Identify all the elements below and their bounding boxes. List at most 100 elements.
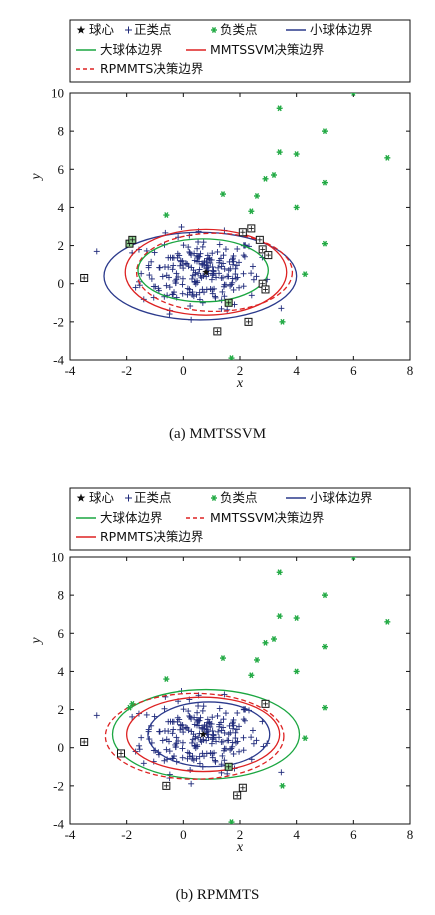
- positive-point: [221, 729, 228, 736]
- positive-point: [178, 223, 185, 230]
- positive-point: [172, 277, 179, 284]
- positive-point: [225, 731, 232, 738]
- positive-point: [253, 737, 260, 744]
- positive-point: [166, 311, 173, 318]
- positive-point: [225, 267, 232, 274]
- positive-point: [253, 273, 260, 280]
- negative-point: [279, 782, 286, 789]
- positive-point: [227, 746, 234, 753]
- positive-point: [179, 745, 186, 752]
- positive-point: [179, 722, 186, 729]
- positive-point: [193, 291, 200, 298]
- positive-point: [215, 728, 222, 735]
- positive-point: [187, 303, 194, 310]
- negative-point: [322, 128, 328, 135]
- positive-point: [208, 276, 215, 283]
- positive-point: [227, 265, 234, 272]
- positive-point: [240, 252, 247, 259]
- positive-point: [129, 713, 136, 720]
- x-axis-label: x: [236, 376, 244, 391]
- positive-point: [220, 283, 227, 290]
- y-tick-label: 8: [58, 588, 65, 603]
- positive-point: [192, 745, 199, 752]
- x-tick-label: 2: [237, 363, 244, 378]
- positive-point: [194, 245, 201, 252]
- positive-point: [225, 737, 232, 744]
- positive-point: [179, 275, 186, 282]
- positive-point: [184, 724, 191, 731]
- positive-point: [229, 719, 236, 726]
- positive-point: [196, 266, 203, 273]
- y-tick-label: 10: [51, 550, 64, 565]
- x-tick-label: 8: [407, 363, 414, 378]
- positive-point: [159, 273, 166, 280]
- positive-point: [207, 285, 214, 292]
- positive-point: [192, 269, 199, 276]
- positive-point: [210, 731, 217, 738]
- legend-label: 大球体边界: [100, 42, 163, 57]
- negative-point: [126, 704, 133, 711]
- positive-point: [189, 272, 196, 279]
- legend-item: 球心: [76, 490, 115, 505]
- positive-point: [189, 739, 196, 746]
- positive-point: [218, 738, 225, 745]
- positive-point: [194, 718, 201, 725]
- positive-point: [196, 289, 203, 296]
- positive-point: [155, 287, 162, 294]
- positive-point: [151, 249, 158, 256]
- positive-point: [167, 254, 174, 261]
- positive-point: [182, 724, 189, 731]
- positive-point: [156, 264, 163, 271]
- negative-point: [293, 204, 300, 211]
- positive-point: [278, 305, 285, 312]
- y-tick-label: -4: [53, 353, 64, 368]
- x-tick-label: -2: [121, 827, 132, 842]
- negative-point: [262, 175, 269, 182]
- positive-point: [148, 275, 155, 282]
- positive-point: [236, 284, 243, 291]
- positive-point: [221, 265, 228, 272]
- positive-point: [192, 281, 199, 288]
- positive-point: [161, 727, 168, 734]
- support-point: [162, 781, 171, 790]
- legend-label: 小球体边界: [310, 490, 373, 505]
- positive-point: [224, 306, 231, 313]
- positive-point: [179, 754, 186, 761]
- positive-point: [187, 767, 194, 774]
- positive-point: [220, 252, 227, 259]
- positive-point: [152, 283, 159, 290]
- positive-point: [232, 729, 239, 736]
- y-tick-label: 4: [58, 664, 65, 679]
- negative-point: [293, 151, 300, 157]
- positive-point: [179, 739, 186, 746]
- positive-point: [172, 741, 179, 748]
- positive-point: [182, 260, 189, 267]
- y-tick-label: 2: [58, 238, 65, 253]
- positive-point: [165, 274, 172, 281]
- positive-point: [180, 729, 187, 736]
- positive-point: [216, 241, 223, 248]
- negative-point: [293, 615, 300, 621]
- support-point: [244, 317, 253, 326]
- positive-point: [220, 724, 227, 731]
- positive-point: [174, 250, 181, 257]
- positive-point: [240, 747, 247, 754]
- positive-point: [229, 720, 236, 727]
- support-point: [128, 235, 137, 244]
- x-tick-label: 2: [237, 827, 244, 842]
- x-tick-label: 8: [407, 827, 414, 842]
- positive-point: [278, 769, 285, 776]
- positive-point: [214, 248, 221, 255]
- x-tick-label: 0: [180, 827, 187, 842]
- positive-point: [167, 718, 174, 725]
- support-point: [255, 235, 264, 244]
- negative-point: [322, 240, 328, 247]
- positive-point: [179, 258, 186, 265]
- positive-point: [174, 714, 181, 721]
- x-tick-label: 6: [350, 827, 357, 842]
- negative-point: [163, 212, 170, 219]
- boundary-ellipse: [147, 701, 271, 768]
- chart-panel-1: -4 -2 0 2 4 6 8 -4 -2 0 2 4 6 8 10 x y 球心 正类点 负类点 小球体边界大球体边界…: [29, 487, 414, 855]
